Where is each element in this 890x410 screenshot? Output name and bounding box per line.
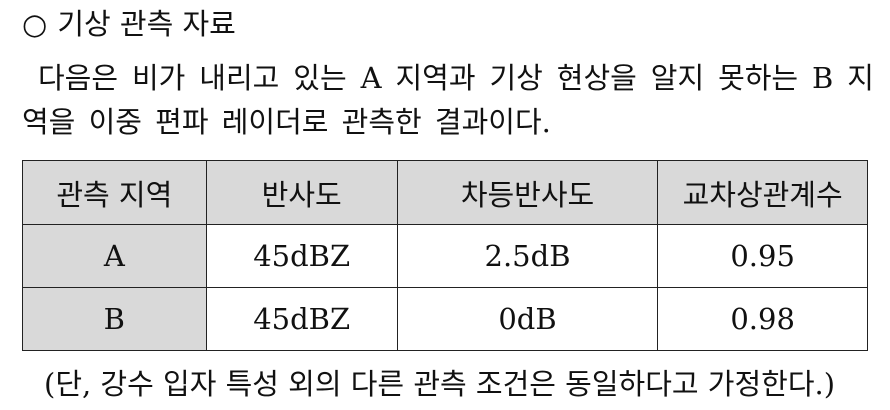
observation-table: 관측 지역 반사도 차등반사도 교차상관계수 A 45dBZ 2.5dB 0.9… [22,160,868,351]
section-title: 기상 관측 자료 [57,7,236,41]
cell-region: A [22,224,207,288]
table-row: B 45dBZ 0dB 0.98 [22,287,868,351]
cell-reflectivity: 45dBZ [205,224,398,288]
section-heading: ○ 기상 관측 자료 [22,4,236,44]
header-correlation-coefficient: 교차상관계수 [657,160,868,225]
table-row: A 45dBZ 2.5dB 0.95 [22,224,868,288]
circle-bullet-icon: ○ [22,7,48,41]
header-differential-reflectivity: 차등반사도 [396,160,659,225]
cell-correlation-coefficient: 0.98 [657,287,868,351]
description-paragraph: 다음은 비가 내리고 있는 A 지역과 기상 현상을 알지 못하는 B 지역을 … [22,61,874,139]
assumption-note: (단, 강수 입자 특성 외의 다른 관측 조건은 동일하다고 가정한다.) [44,367,836,401]
cell-differential-reflectivity: 0dB [396,287,659,351]
table-header-row: 관측 지역 반사도 차등반사도 교차상관계수 [22,160,868,225]
header-reflectivity: 반사도 [205,160,398,225]
cell-differential-reflectivity: 2.5dB [396,224,659,288]
header-region: 관측 지역 [22,160,207,225]
cell-region: B [22,287,207,351]
cell-reflectivity: 45dBZ [205,287,398,351]
cell-correlation-coefficient: 0.95 [657,224,868,288]
